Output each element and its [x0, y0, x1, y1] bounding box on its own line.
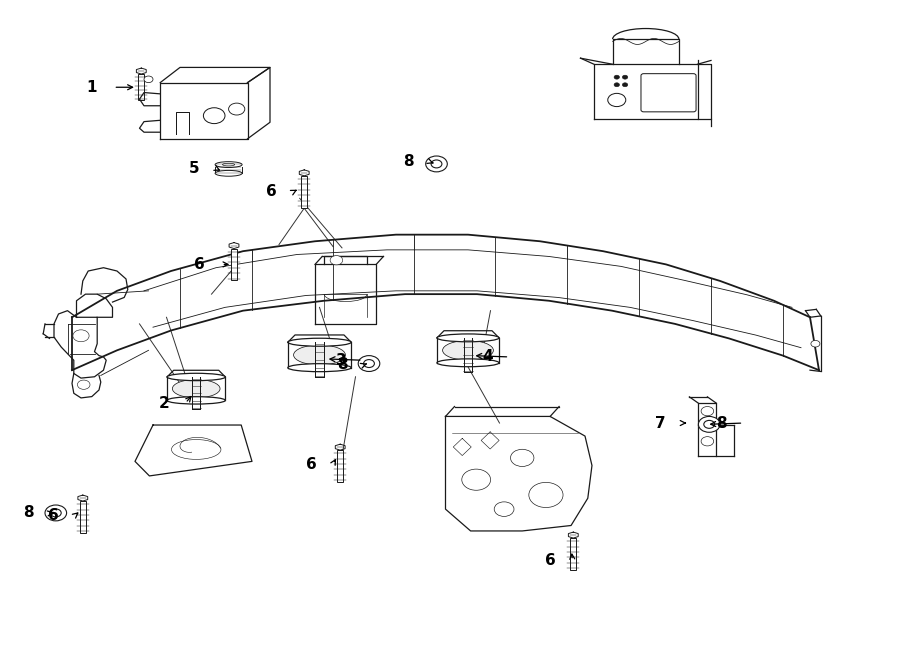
- FancyBboxPatch shape: [641, 73, 696, 112]
- Bar: [230, 249, 238, 280]
- Text: 7: 7: [655, 416, 666, 430]
- Circle shape: [701, 407, 714, 416]
- Text: 8: 8: [716, 416, 727, 430]
- Circle shape: [622, 75, 628, 79]
- Ellipse shape: [215, 171, 242, 176]
- Bar: [301, 176, 308, 208]
- Circle shape: [811, 340, 820, 347]
- Circle shape: [358, 356, 380, 371]
- Ellipse shape: [437, 359, 499, 367]
- Ellipse shape: [222, 163, 235, 166]
- Circle shape: [494, 502, 514, 516]
- Text: 6: 6: [194, 257, 205, 272]
- Circle shape: [229, 103, 245, 115]
- Circle shape: [431, 160, 442, 168]
- Text: 8: 8: [23, 506, 34, 520]
- Text: 6: 6: [48, 508, 58, 523]
- Bar: [139, 74, 145, 100]
- Ellipse shape: [288, 364, 351, 371]
- Circle shape: [364, 360, 374, 368]
- Ellipse shape: [167, 397, 225, 404]
- Circle shape: [144, 76, 153, 83]
- Text: 6: 6: [545, 553, 556, 568]
- Circle shape: [462, 469, 490, 490]
- Circle shape: [614, 75, 619, 79]
- Circle shape: [510, 449, 534, 467]
- Ellipse shape: [288, 338, 351, 346]
- Text: 6: 6: [306, 457, 317, 471]
- Text: 2: 2: [158, 396, 169, 410]
- Ellipse shape: [443, 340, 493, 360]
- Bar: [337, 450, 344, 482]
- Circle shape: [426, 156, 447, 172]
- Circle shape: [608, 93, 625, 106]
- Circle shape: [698, 416, 720, 432]
- Circle shape: [50, 509, 61, 517]
- Circle shape: [704, 420, 715, 428]
- Ellipse shape: [171, 440, 221, 459]
- Ellipse shape: [215, 162, 242, 167]
- Ellipse shape: [437, 334, 499, 342]
- Circle shape: [45, 505, 67, 521]
- Ellipse shape: [167, 373, 225, 381]
- Bar: [79, 501, 86, 533]
- Circle shape: [622, 83, 628, 87]
- Circle shape: [614, 83, 619, 87]
- Text: 6: 6: [266, 184, 277, 199]
- Circle shape: [73, 330, 89, 342]
- Circle shape: [330, 256, 343, 265]
- Text: 1: 1: [86, 80, 97, 95]
- Circle shape: [529, 483, 563, 508]
- Text: 4: 4: [482, 350, 493, 364]
- Ellipse shape: [173, 379, 220, 398]
- Text: 8: 8: [337, 358, 347, 372]
- Circle shape: [77, 380, 90, 389]
- Text: 3: 3: [336, 353, 346, 368]
- Ellipse shape: [293, 345, 346, 365]
- Circle shape: [701, 437, 714, 446]
- Text: 5: 5: [189, 161, 200, 176]
- Text: 8: 8: [403, 155, 414, 169]
- Circle shape: [203, 108, 225, 124]
- Bar: [571, 538, 577, 570]
